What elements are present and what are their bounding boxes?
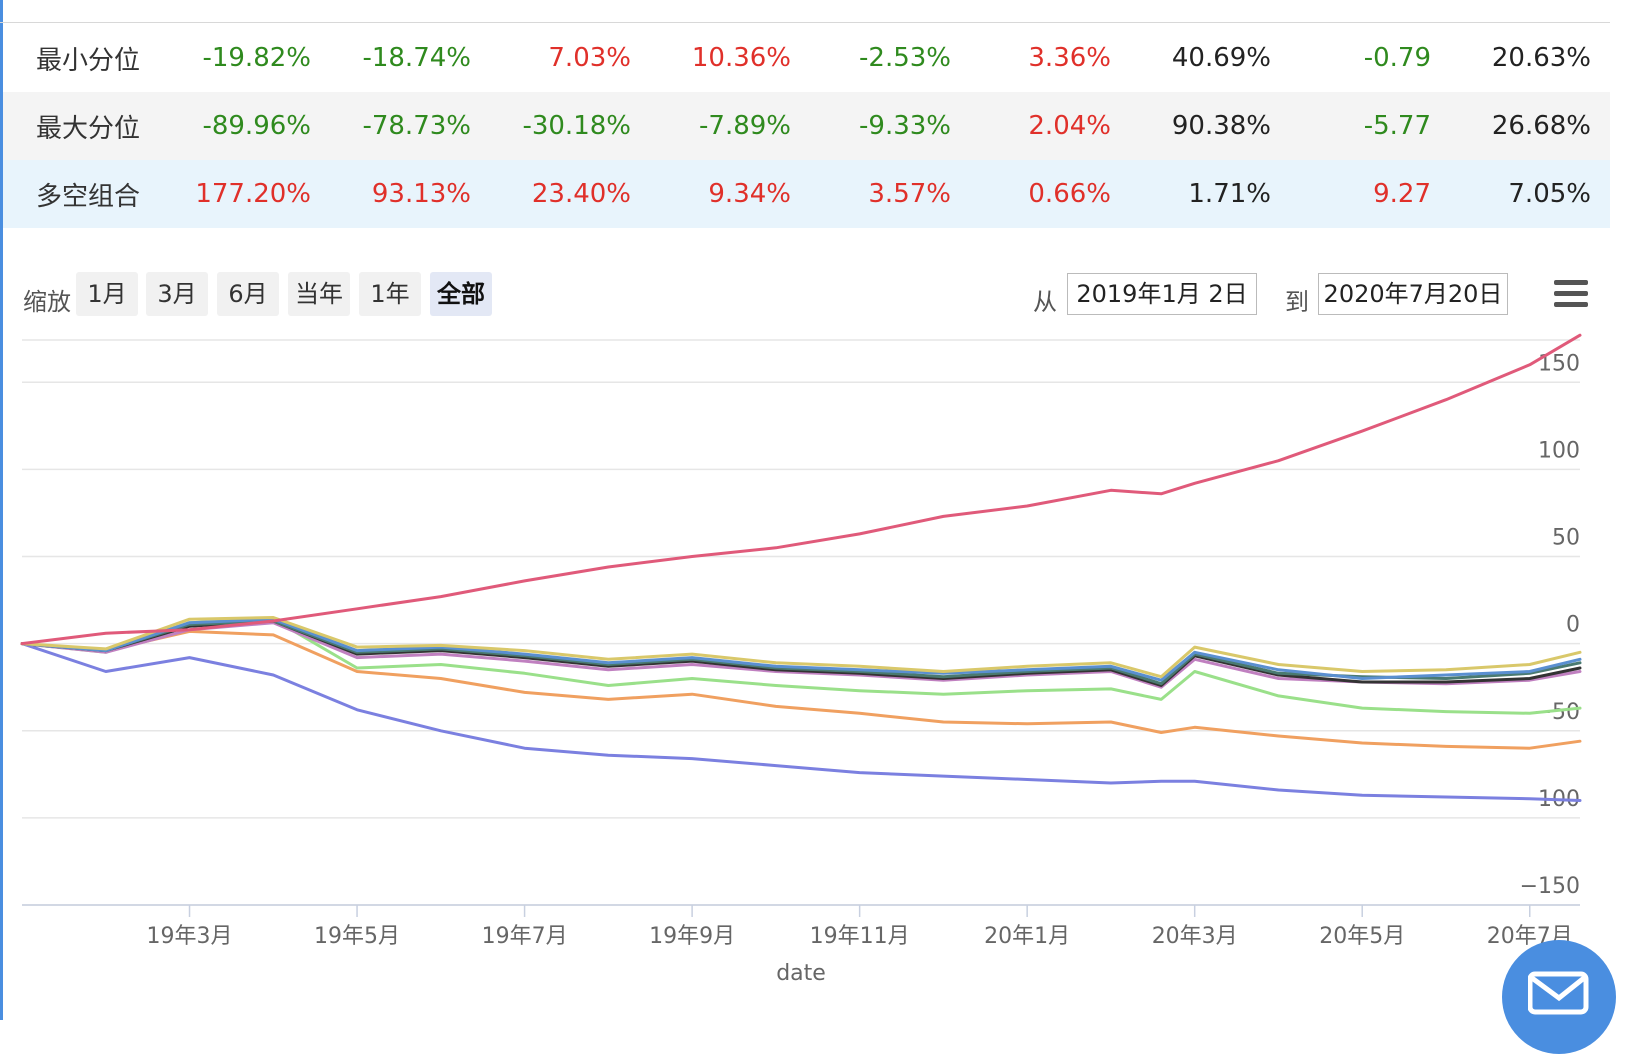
- table-cell: -5.77: [1363, 111, 1431, 141]
- table-top-border: [0, 22, 1610, 23]
- table-cell: 3.36%: [1028, 43, 1111, 73]
- hamburger-menu-icon[interactable]: [1554, 280, 1588, 308]
- y-tick-label: 0: [1566, 613, 1580, 638]
- zoom-all-button[interactable]: 全部: [430, 272, 492, 316]
- table-cell: 40.69%: [1171, 43, 1271, 73]
- x-tick-label: 20年5月: [1319, 924, 1405, 949]
- table-cell: 9.34%: [708, 179, 791, 209]
- table-cell: -78.73%: [362, 111, 471, 141]
- series-line-7: [20, 629, 1582, 750]
- series-line-1: [20, 616, 1582, 679]
- zoom-1m-button[interactable]: 1月: [76, 272, 138, 316]
- table-cell: -0.79: [1363, 43, 1431, 73]
- table-cell: -9.33%: [859, 111, 951, 141]
- table-row: 最大分位 -89.96% -78.73% -30.18% -7.89% -9.33% 2.0…: [3, 92, 1610, 160]
- table-cell: 0.66%: [1028, 179, 1111, 209]
- from-date-input[interactable]: 2019年1月 2日: [1067, 273, 1257, 315]
- table-row: 多空组合 177.20% 93.13% 23.40% 9.34% 3.57% 0.66% 1.…: [3, 160, 1610, 228]
- row-label: 最小分位: [36, 45, 141, 76]
- zoom-1y-button[interactable]: 1年: [359, 272, 421, 316]
- table-cell: 9.27: [1373, 179, 1431, 209]
- table-cell: 20.63%: [1491, 43, 1591, 73]
- to-date-input[interactable]: 2020年7月20日: [1318, 273, 1508, 315]
- x-tick-label: 19年11月: [810, 924, 910, 949]
- y-tick-label: 50: [1552, 526, 1580, 551]
- x-tick-label: 19年5月: [314, 924, 400, 949]
- series-line-3: [20, 619, 1582, 686]
- table-cell: 93.13%: [371, 179, 471, 209]
- y-tick-label: 100: [1538, 438, 1580, 463]
- table-cell: 1.71%: [1188, 179, 1271, 209]
- to-label: 到: [1285, 288, 1309, 316]
- table-cell: -19.82%: [202, 43, 311, 73]
- mail-button[interactable]: [1502, 940, 1616, 1054]
- x-tick-label: 20年1月: [984, 924, 1070, 949]
- chart-toolbar: 缩放 1月 3月 6月 当年 1年 全部 从 2019年1月 2日 到 2020…: [0, 266, 1610, 326]
- table-cell: -7.89%: [699, 111, 791, 141]
- row-label: 多空组合: [36, 181, 141, 212]
- table-cell: 7.03%: [548, 43, 631, 73]
- table-cell: 2.04%: [1028, 111, 1111, 141]
- zoom-label: 缩放: [23, 288, 71, 316]
- stats-table: 最小分位 -19.82% -18.74% 7.03% 10.36% -2.53% 3.36%…: [3, 24, 1610, 228]
- series-line-0: [20, 333, 1582, 646]
- table-cell: 10.36%: [691, 43, 791, 73]
- table-cell: 23.40%: [531, 179, 631, 209]
- series-line-2: [20, 617, 1582, 682]
- zoom-3m-button[interactable]: 3月: [146, 272, 208, 316]
- x-tick-label: 19年3月: [147, 924, 233, 949]
- series-line-8: [20, 642, 1582, 802]
- left-accent-bar: [0, 0, 3, 1020]
- zoom-ytd-button[interactable]: 当年: [288, 272, 350, 316]
- mail-icon: [1528, 971, 1589, 1015]
- table-cell: 7.05%: [1508, 179, 1591, 209]
- table-cell: -2.53%: [859, 43, 951, 73]
- x-tick-label: 19年9月: [649, 924, 735, 949]
- table-cell: 177.20%: [195, 179, 311, 209]
- x-tick-label: 19年7月: [482, 924, 568, 949]
- table-cell: -18.74%: [362, 43, 471, 73]
- table-cell: -89.96%: [202, 111, 311, 141]
- from-label: 从: [1033, 288, 1057, 316]
- x-axis-title: date: [776, 961, 826, 986]
- y-tick-label: −150: [1520, 874, 1580, 899]
- table-cell: -30.18%: [522, 111, 631, 141]
- x-tick-label: 20年3月: [1152, 924, 1238, 949]
- table-cell: 90.38%: [1171, 111, 1271, 141]
- table-cell: 26.68%: [1491, 111, 1591, 141]
- table-row: 最小分位 -19.82% -18.74% 7.03% 10.36% -2.53% 3.36%…: [3, 24, 1610, 92]
- table-cell: 3.57%: [868, 179, 951, 209]
- row-label: 最大分位: [36, 113, 141, 144]
- zoom-6m-button[interactable]: 6月: [217, 272, 279, 316]
